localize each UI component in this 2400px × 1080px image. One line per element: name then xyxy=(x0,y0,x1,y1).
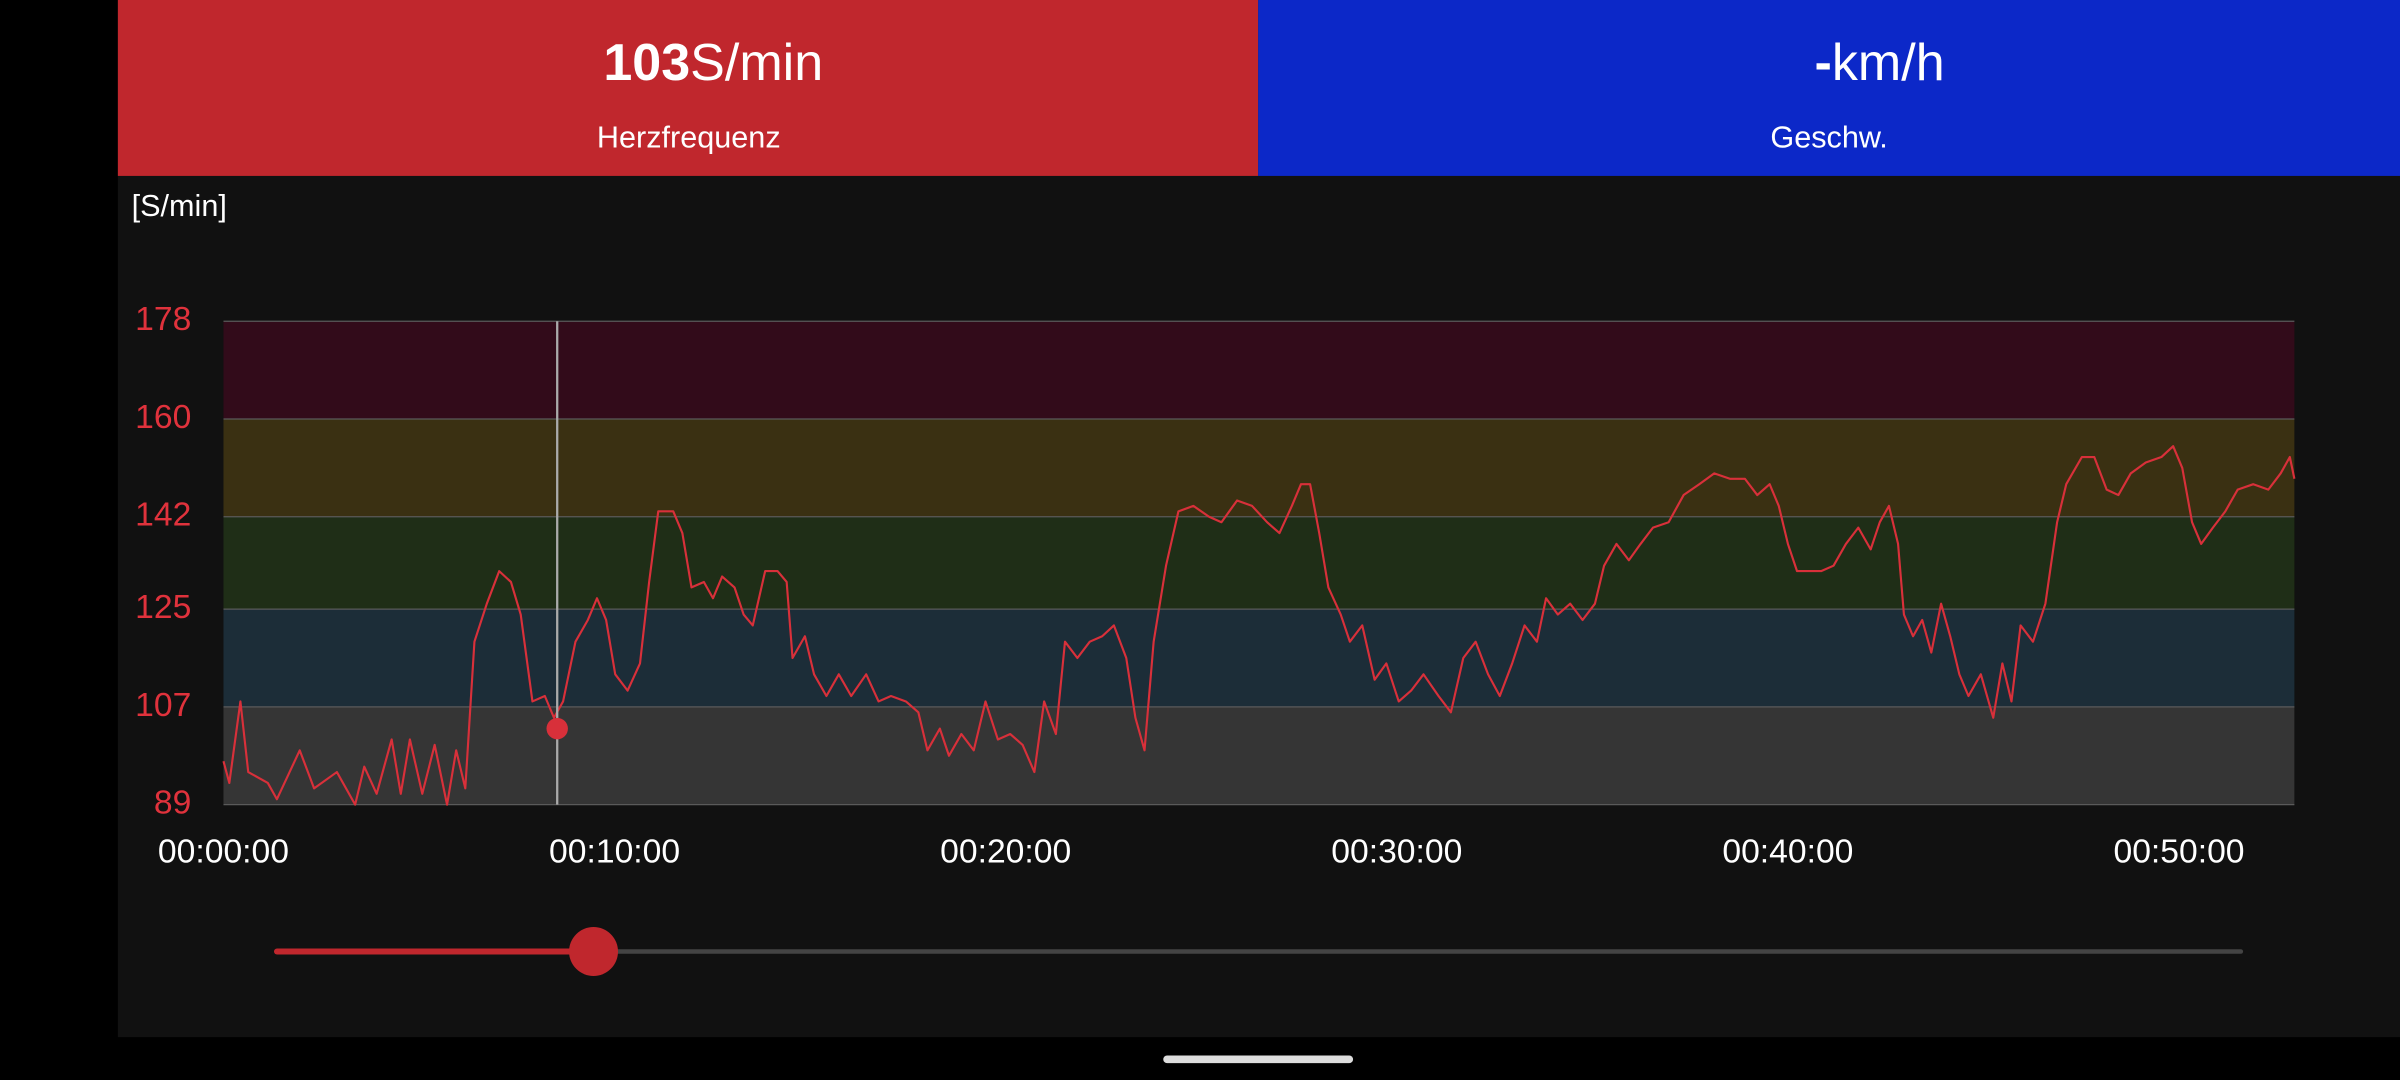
x-tick-label: 00:10:00 xyxy=(549,833,680,870)
y-tick-label: 160 xyxy=(135,399,191,436)
heart-rate-readout: 103S/min xyxy=(603,34,823,92)
zone-band xyxy=(223,706,2295,805)
heart-rate-tile[interactable] xyxy=(117,0,1259,176)
x-tick-label: 00:40:00 xyxy=(1722,833,1853,870)
y-axis-label: [S/min] xyxy=(132,189,227,223)
zone-band xyxy=(223,419,2295,517)
speed-unit: km/h xyxy=(1832,34,1945,92)
y-tick-label: 107 xyxy=(135,687,191,724)
y-tick-label: 125 xyxy=(135,589,191,626)
x-tick-label: 00:00:00 xyxy=(158,833,289,870)
speed-readout: -km/h xyxy=(1815,34,1945,92)
speed-label: Geschw. xyxy=(1770,120,1887,154)
zone-band xyxy=(223,516,2295,610)
y-tick-label: 142 xyxy=(135,497,191,534)
cursor-point xyxy=(546,717,568,740)
zone-band xyxy=(223,321,2295,420)
heart-rate-unit: S/min xyxy=(690,34,823,92)
speed-value: - xyxy=(1815,34,1832,92)
heart-rate-line xyxy=(222,445,2296,806)
zone-band xyxy=(223,609,2295,707)
chart: 89 107 125 142 160 178 00:00:00 00:10:00 00:20:0… xyxy=(135,301,2296,976)
x-tick-label: 00:20:00 xyxy=(940,833,1071,870)
heart-rate-value: 103 xyxy=(603,34,690,92)
y-tick-label: 89 xyxy=(154,785,191,822)
speed-tile[interactable] xyxy=(1258,0,2400,176)
y-tick-label: 178 xyxy=(135,301,191,338)
x-tick-label: 00:50:00 xyxy=(2113,833,2244,870)
heart-rate-label: Herzfrequenz xyxy=(597,120,781,154)
x-tick-label: 00:30:00 xyxy=(1331,833,1462,870)
slider-thumb[interactable] xyxy=(569,927,619,976)
nav-bar[interactable] xyxy=(1163,1055,1354,1064)
